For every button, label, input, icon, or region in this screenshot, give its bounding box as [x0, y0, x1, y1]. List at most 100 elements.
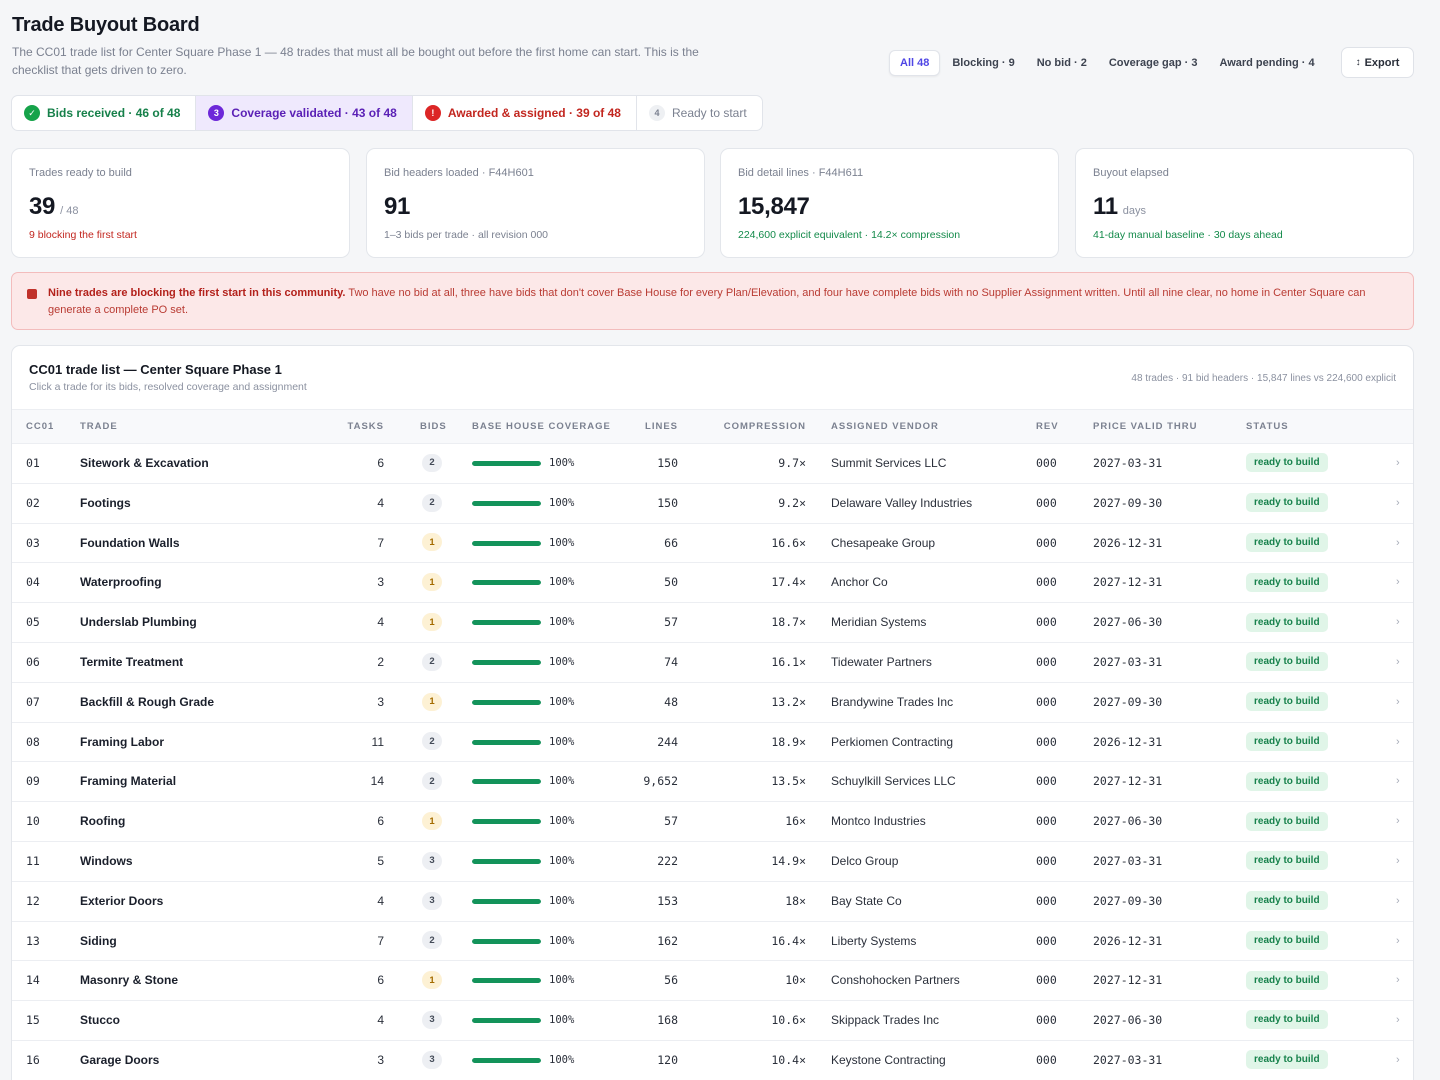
task-count: 6 [377, 814, 384, 829]
stage-label: Ready to start [671, 106, 747, 120]
filter-all[interactable]: All 48 [889, 50, 941, 76]
stage-coverage-validated[interactable]: 3 Coverage validated · 43 of 48 [196, 96, 413, 130]
price-valid-thru: 2026-12-31 [1093, 535, 1163, 550]
compression-ratio: 13.5× [771, 774, 806, 789]
chevron-right-icon[interactable]: › [1396, 1053, 1400, 1066]
chevron-right-icon[interactable]: › [1396, 457, 1400, 469]
filter-award-pending[interactable]: Award pending · 4 [1219, 57, 1315, 69]
trade-name: Framing Labor [80, 734, 165, 749]
trade-name: Windows [80, 853, 133, 868]
filter-tabs: All 48 Blocking · 9 No bid · 2 Coverage … [889, 49, 1325, 77]
bid-count-badge: 1 [422, 613, 442, 632]
price-valid-thru: 2027-09-30 [1093, 495, 1163, 510]
trade-code: 15 [26, 1013, 40, 1028]
status-badge: ready to build [1246, 1010, 1328, 1030]
chevron-right-icon[interactable]: › [1396, 815, 1400, 828]
trade-name: Stucco [80, 1013, 121, 1028]
page-subtitle: The CC01 trade list for Center Square Ph… [12, 45, 699, 77]
trade-name: Foundation Walls [80, 535, 180, 550]
chevron-right-icon[interactable]: › [1396, 616, 1400, 629]
table-row[interactable]: 07 Backfill & Rough Grade 3 1 100% 48 13.2× Bra… [12, 683, 1413, 723]
export-button[interactable]: ↕ Export [1341, 47, 1414, 78]
coverage-cell: 100% [472, 643, 574, 682]
col-lines[interactable]: Lines [645, 421, 678, 432]
col-bids[interactable]: Bids [420, 421, 447, 432]
kpi-bid-headers: Bid headers loaded · F44H601 91 1–3 bids… [366, 148, 705, 258]
col-tasks[interactable]: Tasks [347, 421, 384, 432]
table-row[interactable]: 11 Windows 5 3 100% 222 14.9× Delco Group 000 202… [12, 842, 1413, 882]
chevron-right-icon[interactable]: › [1396, 576, 1400, 589]
task-count: 3 [377, 694, 384, 709]
chevron-right-icon[interactable]: › [1396, 854, 1400, 867]
status-badge: ready to build [1246, 851, 1328, 871]
task-count: 2 [377, 654, 384, 669]
table-row[interactable]: 03 Foundation Walls 7 1 100% 66 16.6× Chesapeak… [12, 524, 1413, 564]
compression-ratio: 10.4× [771, 1052, 806, 1067]
coverage-bar-fill [472, 898, 541, 904]
price-valid-thru: 2027-03-31 [1093, 654, 1163, 669]
table-row[interactable]: 16 Garage Doors 3 3 100% 120 10.4× Keystone Con… [12, 1041, 1413, 1080]
table-row[interactable]: 09 Framing Material 14 2 100% 9,652 13.5× Schuy… [12, 762, 1413, 803]
line-count: 48 [664, 694, 678, 709]
chevron-right-icon[interactable]: › [1396, 1014, 1400, 1027]
line-count: 120 [657, 1052, 678, 1067]
table-row[interactable]: 02 Footings 4 2 100% 150 9.2× Delaware Valley I… [12, 484, 1413, 524]
task-count: 4 [377, 615, 384, 630]
task-count: 7 [377, 933, 384, 948]
table-row[interactable]: 13 Siding 7 2 100% 162 16.4× Liberty Systems 000… [12, 922, 1413, 962]
coverage-percent: 100% [549, 655, 575, 668]
table-row[interactable]: 05 Underslab Plumbing 4 1 100% 57 18.7× Meridia… [12, 603, 1413, 643]
chevron-right-icon[interactable]: › [1396, 695, 1400, 708]
kpi-note: 224,600 explicit equivalent · 14.2× comp… [738, 229, 961, 241]
task-count: 4 [377, 1013, 384, 1028]
chevron-right-icon[interactable]: › [1396, 974, 1400, 987]
coverage-bar-fill [472, 699, 541, 705]
trade-name: Termite Treatment [80, 654, 184, 669]
revision: 000 [1036, 615, 1057, 630]
table-row[interactable]: 04 Waterproofing 3 1 100% 50 17.4× Anchor Co 000… [12, 563, 1413, 604]
table-row[interactable]: 01 Sitework & Excavation 6 2 100% 150 9.7× Summ… [12, 444, 1413, 484]
assigned-vendor: Chesapeake Group [831, 535, 936, 550]
trade-name: Masonry & Stone [80, 973, 179, 988]
coverage-cell: 100% [472, 842, 574, 881]
col-valid-thru[interactable]: Price Valid Thru [1093, 421, 1198, 432]
filter-coverage-gap[interactable]: Coverage gap · 3 [1108, 57, 1198, 69]
col-status[interactable]: Status [1246, 421, 1289, 432]
trade-code: 14 [26, 973, 40, 988]
compression-ratio: 17.4× [771, 575, 806, 590]
step-number-icon: 3 [208, 105, 225, 121]
page-title: Trade Buyout Board [12, 14, 200, 36]
trade-name: Backfill & Rough Grade [80, 694, 215, 709]
revision: 000 [1036, 535, 1057, 550]
chevron-right-icon[interactable]: › [1396, 655, 1400, 668]
compression-ratio: 16.1× [771, 654, 806, 669]
coverage-percent: 100% [549, 1053, 575, 1066]
chevron-right-icon[interactable]: › [1396, 536, 1400, 549]
chevron-right-icon[interactable]: › [1396, 775, 1400, 788]
table-row[interactable]: 12 Exterior Doors 4 3 100% 153 18× Bay State Co… [12, 882, 1413, 922]
col-rev[interactable]: Rev [1036, 421, 1059, 432]
col-code[interactable]: CC01 [26, 421, 55, 432]
filter-blocking[interactable]: Blocking · 9 [952, 57, 1015, 69]
chevron-right-icon[interactable]: › [1396, 735, 1400, 748]
check-circle-icon: ✓ [24, 105, 40, 121]
coverage-bar-fill [472, 659, 541, 665]
chevron-right-icon[interactable]: › [1396, 894, 1400, 907]
stage-ready-to-start[interactable]: 4 Ready to start [637, 96, 762, 130]
table-row[interactable]: 06 Termite Treatment 2 2 100% 74 16.1× Tidewate… [12, 643, 1413, 683]
table-row[interactable]: 10 Roofing 6 1 100% 57 16× Montco Industries 000… [12, 802, 1413, 842]
col-compression[interactable]: Compression [723, 421, 806, 432]
chevron-right-icon[interactable]: › [1396, 934, 1400, 947]
col-trade[interactable]: Trade [80, 421, 118, 432]
kpi-trades-ready: Trades ready to build 39 / 48 9 blocking … [11, 148, 350, 258]
stage-bids-received[interactable]: ✓ Bids received · 46 of 48 [12, 96, 197, 130]
table-row[interactable]: 15 Stucco 4 3 100% 168 10.6× Skippack Trades In… [12, 1001, 1413, 1041]
table-row[interactable]: 14 Masonry & Stone 6 1 100% 56 10× Conshohocken… [12, 961, 1413, 1002]
stage-awarded-assigned[interactable]: ! Awarded & assigned · 39 of 48 [413, 96, 637, 130]
trade-code: 04 [26, 575, 40, 590]
col-vendor[interactable]: Assigned Vendor [831, 421, 939, 432]
table-row[interactable]: 08 Framing Labor 11 2 100% 244 18.9× Perkiomen … [12, 723, 1413, 763]
filter-no-bid[interactable]: No bid · 2 [1036, 57, 1087, 69]
chevron-right-icon[interactable]: › [1396, 496, 1400, 509]
col-coverage[interactable]: Base House Coverage [472, 421, 611, 432]
